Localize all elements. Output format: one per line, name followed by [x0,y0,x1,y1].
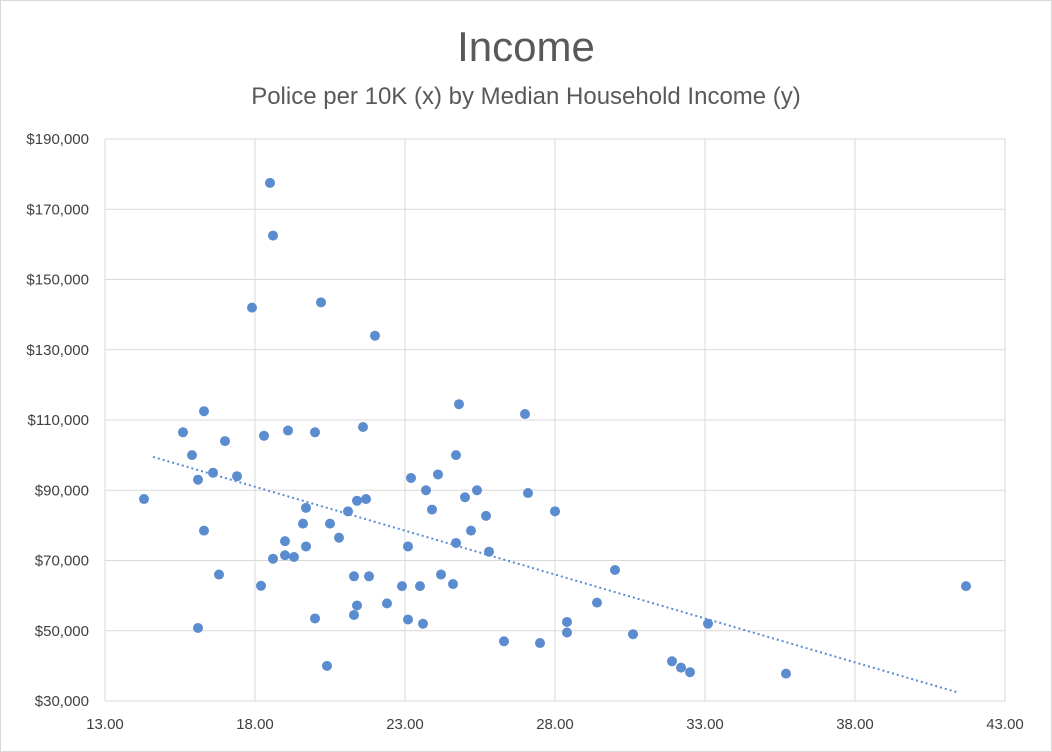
data-point [193,474,203,485]
data-point [703,618,713,629]
data-point [193,622,203,633]
data-point [199,525,209,536]
data-point [403,541,413,552]
data-point [403,614,413,625]
y-tick-label: $170,000 [26,201,89,218]
x-tick-label: 28.00 [536,716,574,733]
data-point [535,638,545,649]
data-point [310,613,320,624]
data-point [382,598,392,609]
data-point [460,492,470,503]
data-point [232,471,242,482]
data-point [484,546,494,557]
y-tick-label: $50,000 [35,623,89,640]
data-point [352,600,362,611]
data-point [349,609,359,620]
data-point [667,656,677,667]
data-point [523,488,533,499]
data-point [349,571,359,582]
data-point [481,510,491,521]
data-point [436,569,446,580]
data-point [466,525,476,536]
data-point [361,494,371,505]
data-point [268,553,278,564]
data-point [208,467,218,478]
data-point [187,450,197,461]
data-point [454,399,464,410]
data-point [472,485,482,496]
data-point [256,580,266,591]
data-point [298,518,308,529]
data-point [289,551,299,562]
y-tick-label: $130,000 [26,342,89,359]
chart-title: Income [457,23,595,70]
data-point [451,450,461,461]
x-tick-label: 43.00 [986,716,1024,733]
data-point [268,230,278,241]
data-point [676,662,686,673]
data-point [520,409,530,420]
y-tick-label: $90,000 [35,482,89,499]
data-point [265,177,275,188]
data-point [406,472,416,483]
data-point [364,571,374,582]
data-point [358,422,368,433]
data-point [334,532,344,543]
data-point [499,636,509,647]
data-point [301,541,311,552]
x-tick-label: 38.00 [836,716,874,733]
data-point [178,427,188,438]
data-point [685,667,695,678]
data-point [199,406,209,417]
x-tick-label: 23.00 [386,716,424,733]
data-point [562,616,572,627]
data-point [343,506,353,517]
x-tick-label: 18.00 [236,716,274,733]
data-point [325,518,335,529]
data-point [628,629,638,640]
data-point [259,430,269,441]
data-point [550,506,560,517]
y-tick-label: $190,000 [26,131,89,148]
y-tick-label: $70,000 [35,553,89,570]
y-tick-label: $110,000 [28,412,89,429]
data-point [610,564,620,575]
data-point [397,581,407,592]
data-point [592,597,602,608]
data-point [427,504,437,515]
x-tick-label: 13.00 [86,716,124,733]
data-point [220,436,230,447]
data-point [283,425,293,436]
data-point [448,579,458,590]
data-point [433,469,443,480]
data-point [418,618,428,629]
data-point [322,660,332,671]
data-point [310,427,320,438]
data-point [352,495,362,506]
data-point [247,302,257,313]
data-point [562,627,572,638]
data-point [370,330,380,341]
data-point [280,536,290,547]
data-point [415,581,425,592]
x-tick-label: 33.00 [686,716,724,733]
data-point [781,668,791,679]
data-point [451,537,461,548]
data-point [301,502,311,513]
data-point [961,581,971,592]
data-point [139,494,149,505]
y-tick-label: $30,000 [35,693,89,710]
data-point [421,485,431,496]
chart-subtitle: Police per 10K (x) by Median Household I… [251,83,801,110]
data-point [316,297,326,308]
data-point [214,569,224,580]
data-point [280,550,290,561]
y-tick-label: $150,000 [26,272,89,289]
